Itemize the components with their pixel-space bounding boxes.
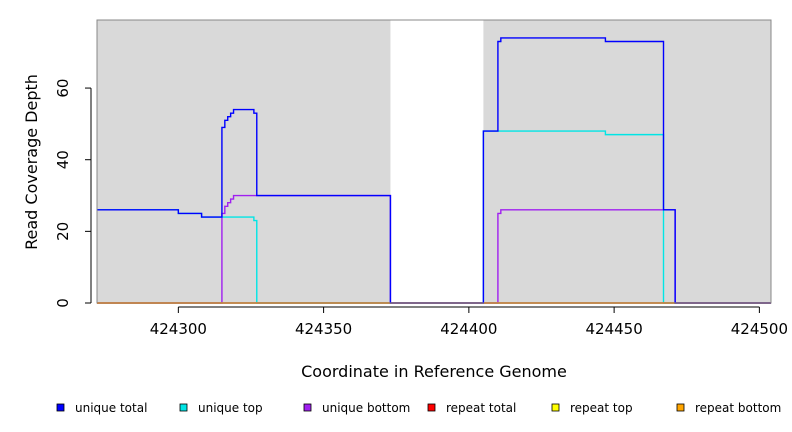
series-unique-bottom (97, 194, 771, 304)
shaded-region-1 (97, 20, 391, 303)
y-tick-label: 40 (54, 150, 72, 169)
legend-label-repeat-top: repeat top (570, 401, 633, 415)
legend-label-unique-total: unique total (75, 401, 147, 415)
legend-label-unique-top: unique top (198, 401, 263, 415)
x-tick-label: 424350 (295, 320, 352, 338)
plot-background (97, 20, 771, 303)
legend-swatch-unique-top (179, 403, 188, 412)
y-axis: 0 20 40 60 (54, 79, 92, 308)
legend-swatch-unique-bottom (303, 403, 312, 412)
series-unique-total (97, 37, 771, 304)
x-axis-title: Coordinate in Reference Genome (301, 362, 567, 381)
x-tick-label: 424500 (731, 320, 788, 338)
plot-frame (96, 19, 772, 304)
shaded-region-2 (483, 20, 771, 303)
legend-swatch-repeat-top (551, 403, 560, 412)
x-tick-label: 424300 (150, 320, 207, 338)
y-tick-label: 20 (54, 222, 72, 241)
y-axis-title: Read Coverage Depth (22, 74, 41, 250)
legend-label-unique-bottom: unique bottom (322, 401, 410, 415)
legend-swatch-repeat-bottom (676, 403, 685, 412)
x-tick-label: 424450 (585, 320, 642, 338)
legend-swatch-unique-total (56, 403, 65, 412)
plot-border (96, 19, 772, 304)
x-tick-label: 424400 (440, 320, 497, 338)
legend-label-repeat-bottom: repeat bottom (695, 401, 781, 415)
legend: unique total unique top unique bottom repea… (56, 401, 781, 415)
y-tick-label: 0 (54, 298, 72, 308)
y-tick-label: 60 (54, 79, 72, 98)
x-axis: 424300 424350 424400 424450 424500 (150, 306, 788, 338)
legend-swatch-repeat-total (427, 403, 436, 412)
legend-label-repeat-total: repeat total (446, 401, 516, 415)
